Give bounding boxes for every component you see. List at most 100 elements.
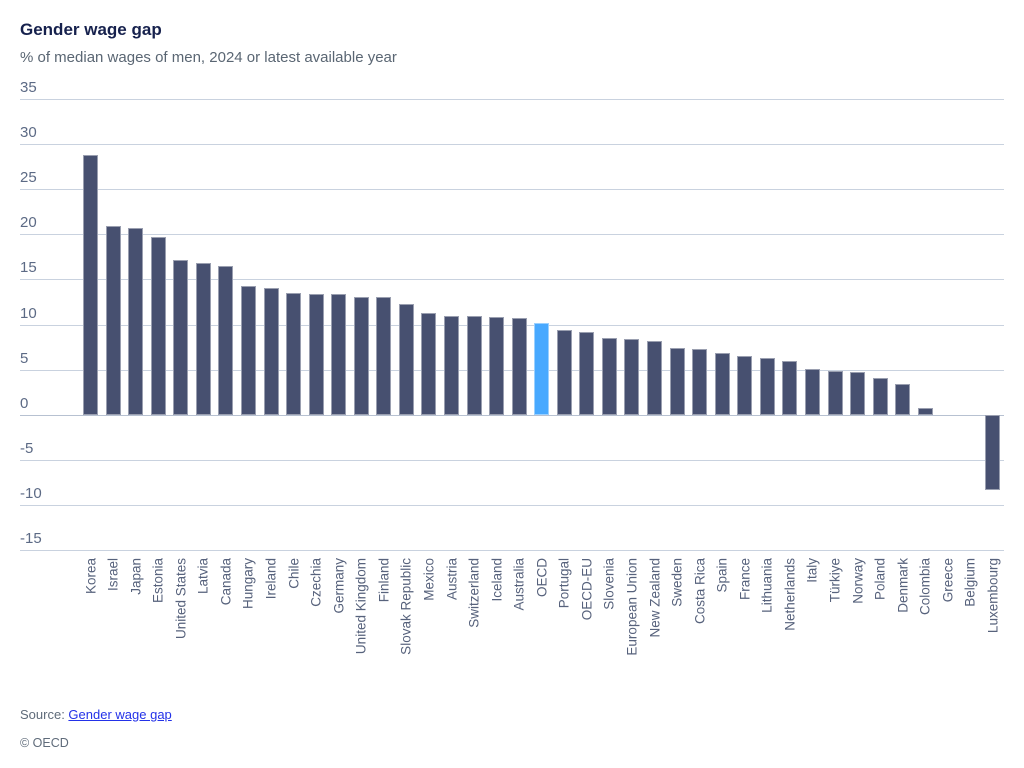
bar-ireland[interactable]: [263, 288, 279, 415]
x-axis-label-new-zealand: New Zealand: [647, 558, 662, 638]
x-axis-label-slovenia: Slovenia: [601, 558, 617, 610]
y-axis-tick-5: 5: [20, 349, 29, 367]
chart-subtitle: % of median wages of men, 2024 or latest…: [20, 49, 397, 66]
y-axis-tick-30: 30: [20, 124, 37, 142]
y-axis-tick--15: -15: [20, 530, 42, 547]
bar-new-zealand[interactable]: [647, 340, 662, 415]
gridline-y-20: [20, 234, 1004, 236]
gridline-y--5: [20, 459, 1004, 461]
y-axis-tick--10: -10: [20, 484, 42, 502]
bar-spain[interactable]: [714, 353, 730, 415]
bar-costa-rica[interactable]: [692, 348, 708, 415]
x-axis-label-oecd-eu: OECD-EU: [579, 558, 595, 621]
y-axis-tick-35: 35: [20, 79, 37, 96]
bar-oecd[interactable]: [534, 322, 550, 415]
y-axis-tick-25: 25: [20, 169, 37, 187]
bar-austria[interactable]: [444, 315, 459, 415]
bar-australia[interactable]: [511, 318, 527, 415]
gridline-y-35: [20, 99, 1004, 100]
bar-israel[interactable]: [105, 226, 121, 415]
x-axis-label-ireland: Ireland: [263, 558, 279, 600]
bar-mexico[interactable]: [421, 312, 437, 415]
x-axis-label-t-rkiye: Türkiye: [827, 558, 843, 603]
bar-united-states[interactable]: [173, 259, 189, 415]
bar-slovenia[interactable]: [601, 338, 617, 415]
bar-italy[interactable]: [804, 368, 820, 415]
x-axis-label-netherlands: Netherlands: [782, 558, 798, 631]
bar-korea[interactable]: [83, 154, 98, 415]
bar-colombia[interactable]: [917, 408, 933, 415]
bar-t-rkiye[interactable]: [827, 370, 843, 415]
x-axis-label-france: France: [737, 558, 753, 601]
bar-netherlands[interactable]: [782, 360, 798, 415]
x-axis-label-norway: Norway: [850, 558, 865, 604]
x-axis-label-denmark: Denmark: [895, 558, 911, 613]
chart-title: Gender wage gap: [20, 20, 162, 39]
bar-czechia[interactable]: [308, 293, 324, 415]
bar-slovak-republic[interactable]: [398, 303, 414, 415]
x-axis-label-austria: Austria: [444, 558, 459, 601]
x-axis-label-united-kingdom: United Kingdom: [353, 558, 369, 655]
x-axis-label-spain: Spain: [714, 558, 730, 593]
y-axis-tick-15: 15: [20, 259, 37, 277]
x-axis-label-costa-rica: Costa Rica: [692, 558, 708, 625]
bar-oecd-eu[interactable]: [579, 331, 595, 415]
gridline-y--15: [20, 550, 1004, 551]
bar-norway[interactable]: [850, 372, 865, 415]
x-axis-label-latvia: Latvia: [195, 558, 211, 595]
x-axis-label-italy: Italy: [804, 558, 820, 583]
x-axis-label-canada: Canada: [218, 558, 234, 606]
x-axis-label-slovak-republic: Slovak Republic: [398, 558, 414, 655]
x-axis-label-hungary: Hungary: [240, 558, 256, 610]
bar-united-kingdom[interactable]: [353, 296, 369, 415]
y-axis-tick-20: 20: [20, 214, 37, 232]
bar-denmark[interactable]: [895, 384, 911, 415]
x-axis-label-australia: Australia: [511, 558, 527, 611]
source-row: Source: Gender wage gap: [20, 707, 172, 722]
bar-portugal[interactable]: [556, 329, 572, 415]
bar-canada[interactable]: [218, 265, 234, 415]
x-axis-label-chile: Chile: [286, 558, 301, 589]
bar-european-union[interactable]: [624, 338, 640, 415]
bar-chile[interactable]: [286, 292, 301, 415]
x-axis-label-czechia: Czechia: [308, 558, 324, 607]
gridline-y-25: [20, 189, 1004, 191]
y-axis-tick-10: 10: [20, 304, 37, 322]
source-label: Source:: [20, 707, 69, 722]
bar-poland[interactable]: [872, 377, 888, 415]
x-axis-label-oecd: OECD: [534, 558, 550, 598]
x-axis-label-sweden: Sweden: [669, 558, 685, 607]
gridline-y-30: [20, 144, 1004, 146]
bar-iceland[interactable]: [489, 317, 505, 415]
source-link[interactable]: Gender wage gap: [68, 707, 172, 722]
x-axis-label-greece: Greece: [940, 558, 956, 603]
bar-germany[interactable]: [331, 293, 347, 415]
gridline-y-0: [20, 414, 1004, 416]
x-axis-label-european-union: European Union: [624, 558, 640, 656]
x-axis-label-lithuania: Lithuania: [759, 558, 775, 613]
x-axis-label-iceland: Iceland: [489, 558, 505, 602]
bar-japan[interactable]: [128, 228, 144, 415]
bar-luxembourg[interactable]: [985, 414, 1001, 491]
bar-lithuania[interactable]: [759, 357, 775, 415]
bar-sweden[interactable]: [669, 348, 685, 415]
x-axis-label-japan: Japan: [128, 558, 144, 595]
gridline-y-15: [20, 279, 1004, 281]
x-axis-label-israel: Israel: [105, 558, 121, 592]
x-axis-label-korea: Korea: [83, 558, 98, 595]
bar-hungary[interactable]: [240, 285, 256, 415]
x-axis-label-united-states: United States: [173, 558, 189, 640]
x-axis-label-estonia: Estonia: [150, 558, 166, 604]
bar-france[interactable]: [737, 356, 753, 415]
bar-estonia[interactable]: [150, 237, 166, 415]
copyright-notice: © OECD: [20, 736, 69, 750]
bar-switzerland[interactable]: [466, 315, 482, 415]
x-axis-label-colombia: Colombia: [917, 558, 933, 616]
bar-finland[interactable]: [376, 297, 392, 415]
x-axis-label-mexico: Mexico: [421, 558, 437, 601]
x-axis-label-germany: Germany: [331, 558, 347, 614]
x-axis-label-portugal: Portugal: [556, 558, 572, 609]
gridline-y--10: [20, 504, 1004, 506]
bar-latvia[interactable]: [195, 263, 211, 415]
